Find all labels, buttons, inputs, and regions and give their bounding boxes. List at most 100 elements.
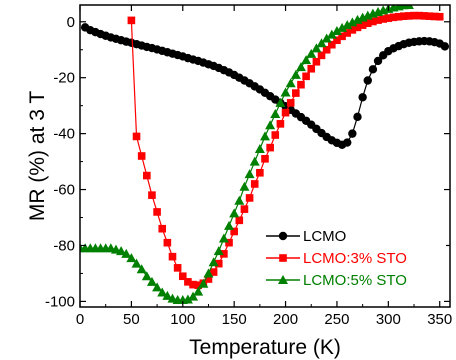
data-point-lcmo-5-sto (265, 120, 276, 130)
legend-label-lcmo: LCMO (303, 228, 346, 245)
data-point-lcmo-3-sto (338, 32, 346, 41)
data-point-lcmo-3-sto (148, 191, 156, 199)
data-point-lcmo-5-sto (234, 195, 245, 205)
data-point-lcmo-3-sto (194, 281, 202, 289)
x-tick-label: 250 (324, 311, 349, 328)
data-point-lcmo-5-sto (295, 62, 306, 72)
data-point-lcmo-5-sto (188, 291, 199, 301)
data-point-lcmo-3-sto (379, 15, 387, 23)
data-point-lcmo-3-sto (369, 17, 377, 26)
data-point-lcmo-3-sto (271, 131, 280, 139)
data-point-lcmo-3-sto (415, 11, 423, 20)
data-point-lcmo-3-sto (384, 14, 393, 22)
data-point-lcmo-3-sto (399, 12, 408, 20)
data-point-lcmo-3-sto (307, 64, 316, 73)
data-point-lcmo-5-sto (126, 253, 137, 263)
data-point-lcmo-5-sto (244, 169, 255, 179)
data-point-lcmo-5-sto (224, 220, 235, 230)
data-point-lcmo (348, 129, 357, 138)
x-tick-label: 100 (170, 311, 195, 328)
data-point-lcmo-5-sto (131, 258, 142, 268)
data-point-lcmo-3-sto (163, 238, 172, 247)
legend-marker-lcmo (278, 231, 288, 241)
data-point-lcmo-5-sto (157, 287, 168, 297)
data-point-lcmo-3-sto (374, 16, 382, 24)
data-point-lcmo-5-sto (321, 33, 332, 43)
data-point-lcmo-3-sto (204, 275, 213, 283)
data-point-lcmo-5-sto (347, 17, 358, 27)
data-point-lcmo-3-sto (333, 36, 341, 45)
data-point-lcmo-5-sto (218, 233, 229, 243)
data-point-lcmo (363, 76, 372, 85)
data-point-lcmo-5-sto (239, 181, 250, 191)
x-tick-label: 300 (376, 311, 401, 328)
y-axis-title: MR (%) at 3 T (26, 91, 49, 221)
data-point-lcmo-3-sto (266, 143, 274, 152)
data-point-lcmo-5-sto (213, 246, 224, 256)
y-tick-label: -20 (53, 70, 75, 87)
data-point-lcmo-5-sto (141, 271, 152, 281)
y-tick-label: -80 (53, 237, 75, 254)
data-point-lcmo-3-sto (420, 12, 429, 20)
data-point-lcmo-3-sto (132, 132, 141, 141)
legend-marker-lcmo-5-sto (278, 275, 288, 284)
data-point-lcmo (358, 93, 367, 102)
data-point-lcmo (343, 138, 352, 147)
series-lcmo (80, 23, 450, 150)
x-tick-label: 350 (427, 311, 452, 328)
data-point-lcmo-3-sto (137, 152, 146, 160)
x-tick-label: 50 (123, 311, 140, 328)
data-point-lcmo-3-sto (322, 45, 331, 54)
data-point-lcmo-3-sto (410, 11, 418, 20)
data-point-lcmo-3-sto (214, 259, 223, 268)
data-point-lcmo-5-sto (275, 97, 286, 107)
data-point-lcmo-5-sto (285, 78, 296, 88)
data-point-lcmo-5-sto (337, 22, 348, 32)
y-tick-label: -60 (53, 182, 75, 199)
data-point-lcmo-3-sto (276, 120, 285, 128)
data-point-lcmo-3-sto (173, 264, 182, 272)
data-point-lcmo-5-sto (403, 5, 414, 9)
data-point-lcmo-5-sto (208, 257, 219, 267)
data-point-lcmo-3-sto (317, 51, 326, 60)
data-point-lcmo-3-sto (235, 216, 244, 225)
legend-label-lcmo-3-sto: LCMO:3% STO (303, 250, 407, 267)
data-point-lcmo-5-sto (116, 246, 127, 256)
data-point-lcmo (373, 56, 383, 66)
axes-layer: 0 50 100 150 200 250 300 350 0 -20 -40 -60 -80 -100 (45, 5, 452, 328)
data-point-lcmo-3-sto (435, 12, 444, 21)
data-point-lcmo-5-sto (203, 268, 214, 278)
data-point-lcmo-5-sto (146, 276, 157, 286)
data-point-lcmo-3-sto (230, 227, 238, 236)
x-tick-label: 0 (76, 311, 84, 328)
data-point-lcmo-3-sto (292, 89, 300, 97)
data-point-lcmo-5-sto (254, 144, 265, 154)
data-point-lcmo-3-sto (153, 208, 161, 216)
series-lcmo-3-sto (127, 11, 444, 289)
data-point-lcmo-3-sto (358, 21, 367, 29)
data-point-lcmo-5-sto (270, 109, 281, 119)
data-point-lcmo-3-sto (353, 23, 362, 32)
data-point-lcmo-3-sto (430, 12, 439, 21)
data-point-lcmo-3-sto (127, 16, 136, 25)
data-point-lcmo-3-sto (343, 29, 352, 37)
data-point-lcmo-5-sto (311, 43, 322, 53)
data-point-lcmo-3-sto (261, 154, 269, 163)
plot-frame (79, 4, 451, 308)
data-point-lcmo-5-sto (152, 282, 163, 292)
data-point-lcmo-3-sto (302, 72, 310, 81)
data-point-lcmo-3-sto (168, 252, 177, 261)
x-tick-label: 200 (273, 311, 298, 328)
data-point-lcmo-3-sto (225, 238, 233, 247)
data-point-lcmo (353, 112, 362, 122)
data-point-lcmo (440, 42, 450, 51)
data-point-lcmo-5-sto (182, 294, 193, 304)
y-tick-label: -40 (53, 126, 75, 143)
data-point-lcmo-5-sto (306, 48, 317, 58)
data-point-lcmo-3-sto (394, 12, 403, 21)
data-point-lcmo-5-sto (193, 286, 204, 296)
x-tick-label: 150 (222, 311, 247, 328)
data-point-lcmo-5-sto (136, 264, 147, 274)
data-point-lcmo-3-sto (312, 57, 321, 66)
